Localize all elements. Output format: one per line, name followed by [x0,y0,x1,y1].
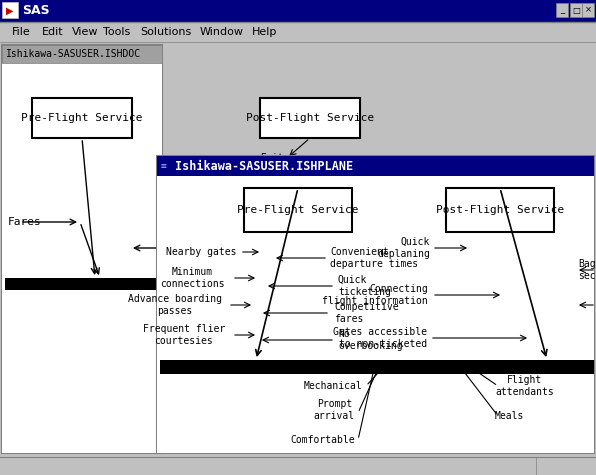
Bar [2,2,18,18]
Bar [2,63,162,453]
Bar [160,360,594,374]
Text: ≡: ≡ [161,161,167,171]
Text: Flight
attendants: Flight attendants [495,375,554,397]
Text: _: _ [560,6,564,15]
Text: Advance boarding
passes: Advance boarding passes [128,294,222,316]
Bar [556,3,568,17]
Bar [0,22,596,42]
Text: View: View [72,27,98,37]
Text: Quick
ticketing: Quick ticketing [338,275,391,297]
Text: Exits: Exits [260,153,290,163]
Bar [5,278,157,290]
Bar [0,457,596,475]
Bar [2,45,162,63]
Text: Tools: Tools [103,27,131,37]
Bar [0,0,596,22]
Text: □: □ [572,6,580,15]
Text: File: File [12,27,31,37]
Text: Edit: Edit [42,27,64,37]
Text: Mechanical: Mechanical [303,381,362,391]
Text: Minimum
connections: Minimum connections [160,267,225,289]
Bar [2,45,162,453]
Bar [157,156,594,176]
Bar [157,156,594,453]
Text: M: M [243,305,250,315]
Text: ▶: ▶ [6,6,14,16]
Bar [570,3,582,17]
Text: Post-Flight Service: Post-Flight Service [436,205,564,215]
Text: SAS: SAS [22,4,49,18]
Text: Prompt
arrival: Prompt arrival [314,399,355,421]
Text: Fares: Fares [8,217,42,227]
Text: Convenient
departure times: Convenient departure times [330,247,418,269]
Text: Frequent flier
courtesies: Frequent flier courtesies [143,324,225,346]
Text: Solutions: Solutions [140,27,191,37]
Text: Post-Flight Service: Post-Flight Service [246,113,374,123]
Bar [0,42,596,457]
Text: Competitive
fares: Competitive fares [334,302,399,324]
Text: Help: Help [252,27,277,37]
Bar [157,176,594,453]
Text: Quick
deplaning: Quick deplaning [377,237,430,259]
Bar [32,98,132,138]
Text: Pre-Flight Service: Pre-Flight Service [237,205,359,215]
Text: ×: × [585,6,591,15]
Bar [446,188,554,232]
Text: Gates accessible
to non-ticketed: Gates accessible to non-ticketed [333,327,427,349]
Text: Connecting
flight information: Connecting flight information [322,284,428,306]
Text: Meals: Meals [495,411,524,421]
Bar [244,188,352,232]
Bar [582,3,594,17]
Text: Bag
sec: Bag sec [578,259,596,281]
Text: Window: Window [200,27,244,37]
Text: Ishikawa-SASUSER.ISHPLANE: Ishikawa-SASUSER.ISHPLANE [175,160,353,172]
Text: Comfortable: Comfortable [290,435,355,445]
Text: Nearby gates: Nearby gates [166,247,237,257]
Text: Pre-Flight Service: Pre-Flight Service [21,113,143,123]
Bar [260,98,360,138]
Text: Ishikawa-SASUSER.ISHDOC: Ishikawa-SASUSER.ISHDOC [6,49,141,59]
Text: No
overbooking: No overbooking [338,329,403,351]
